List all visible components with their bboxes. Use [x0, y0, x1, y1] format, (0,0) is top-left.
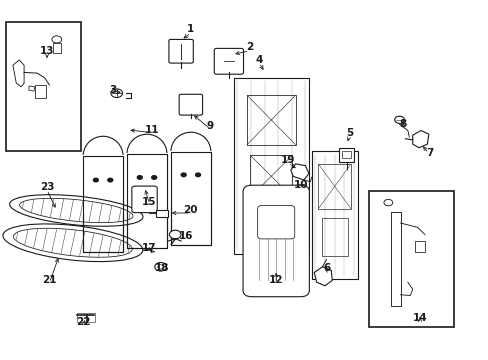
Bar — [256, 208, 286, 239]
Text: 8: 8 — [399, 120, 406, 129]
Bar — [390, 212, 400, 306]
Bar — [83, 156, 123, 252]
Bar — [127, 154, 166, 248]
Bar — [169, 151, 211, 207]
Circle shape — [169, 230, 181, 239]
FancyBboxPatch shape — [214, 48, 243, 74]
Bar — [318, 164, 350, 208]
Circle shape — [137, 176, 142, 179]
Text: 15: 15 — [142, 197, 156, 207]
Bar — [338, 148, 353, 162]
Bar — [83, 156, 123, 252]
Text: 5: 5 — [345, 129, 352, 138]
Text: 23: 23 — [40, 182, 54, 192]
Bar — [311, 151, 357, 279]
Text: 7: 7 — [425, 148, 432, 158]
Text: 10: 10 — [293, 180, 307, 190]
Text: 14: 14 — [412, 313, 427, 323]
Text: 19: 19 — [281, 155, 295, 165]
Bar — [126, 153, 167, 211]
Bar — [5, 22, 81, 151]
Bar — [35, 85, 45, 98]
Circle shape — [195, 173, 200, 177]
Ellipse shape — [83, 136, 123, 176]
Bar — [170, 152, 210, 244]
Text: 9: 9 — [206, 121, 213, 131]
Text: 20: 20 — [183, 206, 198, 216]
Polygon shape — [412, 131, 428, 148]
Text: 18: 18 — [154, 263, 168, 273]
Bar — [414, 241, 424, 252]
Text: 13: 13 — [40, 46, 54, 56]
Circle shape — [108, 178, 113, 182]
Text: 21: 21 — [42, 275, 57, 285]
Bar — [82, 156, 124, 213]
Text: 4: 4 — [255, 55, 262, 65]
Bar — [170, 152, 210, 244]
Text: 16: 16 — [179, 231, 193, 240]
Circle shape — [93, 178, 98, 182]
Bar — [341, 150, 350, 158]
Text: 2: 2 — [245, 42, 252, 52]
Text: 11: 11 — [144, 125, 159, 135]
Circle shape — [181, 173, 186, 177]
Polygon shape — [295, 184, 308, 196]
Text: 17: 17 — [142, 243, 157, 253]
Polygon shape — [314, 267, 331, 286]
Circle shape — [151, 176, 156, 179]
Ellipse shape — [170, 132, 210, 171]
Text: 12: 12 — [268, 275, 283, 285]
FancyBboxPatch shape — [168, 40, 193, 63]
Bar — [233, 78, 308, 253]
Bar — [246, 95, 295, 145]
Polygon shape — [290, 164, 308, 180]
Text: 3: 3 — [109, 85, 116, 95]
Bar — [368, 191, 453, 327]
Text: 6: 6 — [323, 263, 330, 273]
FancyBboxPatch shape — [132, 186, 157, 213]
Bar — [321, 217, 347, 256]
FancyBboxPatch shape — [179, 94, 202, 115]
Ellipse shape — [127, 134, 166, 174]
FancyBboxPatch shape — [243, 185, 309, 297]
Bar — [77, 313, 95, 322]
Bar — [127, 154, 166, 248]
Bar — [250, 155, 292, 197]
Text: 22: 22 — [76, 317, 91, 327]
Bar — [53, 42, 61, 53]
Text: 1: 1 — [187, 24, 194, 35]
Bar — [156, 210, 167, 217]
